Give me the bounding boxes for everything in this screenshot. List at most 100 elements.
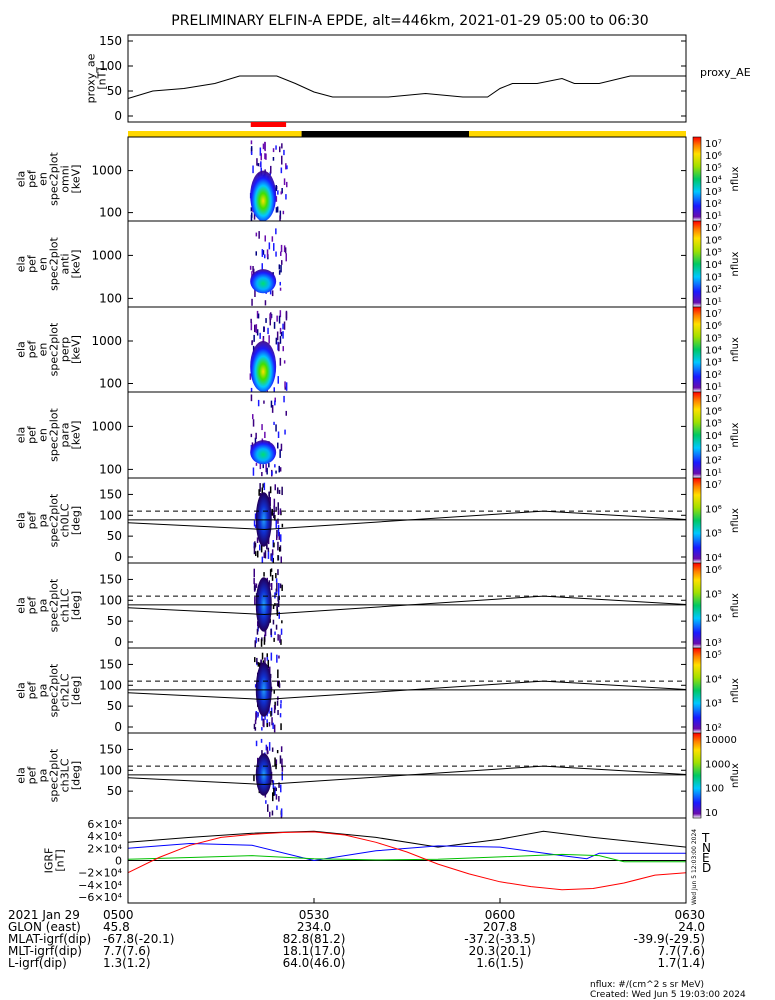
spectrogram-pixel	[271, 810, 274, 816]
y-tick-label: 100	[99, 763, 122, 777]
colorbar	[692, 220, 702, 308]
spectrogram-pixel	[256, 628, 259, 635]
y-tick-label: 50	[107, 784, 122, 798]
spectrogram-pixel	[280, 251, 282, 256]
spectrogram-pixel	[267, 538, 270, 545]
spectrogram-pixel	[277, 431, 280, 438]
colorbar	[692, 732, 702, 819]
spec-omni-panel: 1000100elapefenspec2plotomni[keV]10⁷10⁶1…	[15, 136, 741, 224]
y-tick-label: 100	[99, 678, 122, 692]
spectrogram-pixel	[277, 510, 280, 516]
spectrogram-pixel	[252, 419, 255, 427]
spectrogram-pixel	[285, 410, 287, 416]
spectrogram-pixel	[279, 634, 281, 643]
spectrogram-pixel	[282, 323, 284, 330]
spectrogram-pixel	[280, 443, 283, 451]
igrf-legend-e: E	[702, 851, 710, 865]
colorbar-label: nflux	[730, 166, 741, 191]
spectrogram-enhancement	[250, 341, 277, 392]
spectrogram-pixel	[274, 464, 276, 468]
spectrogram-pixel	[265, 153, 267, 160]
xaxis-row-label: MLAT-igrf(dip)	[8, 932, 91, 946]
spectrogram-pixel	[277, 532, 280, 537]
spectrogram-pixel	[271, 290, 274, 297]
spectrogram-pixel	[266, 656, 269, 661]
spectrogram-pixel	[254, 719, 257, 725]
spectrogram-pixel	[259, 662, 261, 668]
xaxis-row-value: 0600	[485, 908, 516, 922]
spectrogram-pixel	[279, 547, 281, 552]
spectrogram-pixel	[254, 727, 257, 731]
spectrogram-pixel	[257, 550, 259, 558]
xaxis-row-value: 45.8	[103, 920, 130, 934]
spectrogram-pixel	[261, 556, 264, 563]
xaxis-row-value: -67.8(-20.1)	[103, 932, 174, 946]
xaxis-row-value: -37.2(-33.5)	[464, 932, 535, 946]
spectrogram-pixel	[259, 544, 261, 551]
y-tick-label: 50	[107, 84, 122, 98]
spectrogram-pixel	[255, 712, 257, 721]
spectrogram-pixel	[273, 387, 275, 393]
spectrogram-pixel	[268, 742, 271, 751]
spectrogram-pixel	[278, 465, 280, 473]
spectrogram-pixel	[269, 811, 271, 817]
spectrogram-pixel	[271, 236, 274, 242]
panel-ylabel: spec2plot	[48, 408, 61, 462]
spectrogram-pixel	[278, 796, 280, 802]
spectrogram-pixel	[280, 265, 282, 273]
spectrogram-pixel	[257, 638, 260, 642]
panel-ylabel: anti	[59, 253, 72, 274]
panel-ylabel: [keV]	[70, 421, 83, 450]
spectrogram-pixel	[257, 711, 259, 718]
spectrogram-pixel	[264, 657, 266, 665]
spectrogram-pixel	[277, 376, 279, 384]
proxy-ae-panel: 150 100 50 0 proxy_ae[nT] proxy_AE	[85, 34, 751, 123]
y-tick-label: 1000	[91, 164, 122, 178]
spectrogram-pixel	[253, 213, 256, 220]
panel-ylabel: pef	[26, 681, 39, 700]
spectrogram-pixel	[260, 161, 262, 168]
spectrogram-enhancement	[250, 440, 277, 465]
spectrogram-pixel	[273, 498, 276, 507]
spectrogram-pixel	[261, 652, 264, 660]
spectrogram-pixel	[281, 143, 283, 149]
spectrogram-pixel	[284, 247, 287, 254]
spectrogram-pixel	[275, 251, 277, 257]
created-footer: Created: Wed Jun 5 19:03:00 2024	[590, 990, 746, 1000]
spectrogram-pixel	[270, 583, 273, 591]
spectrogram-pixel	[255, 324, 258, 334]
spectrogram-pixel	[251, 298, 253, 306]
y-tick-label: 100	[99, 206, 122, 220]
spectrogram-pixel	[280, 534, 282, 542]
spectrogram-pixel	[261, 487, 263, 496]
anti-loss-cone-line	[127, 510, 687, 531]
spectrogram-pixel	[266, 723, 268, 728]
spectrogram-pixel	[276, 805, 278, 810]
spectrogram-pixel	[275, 787, 277, 792]
spectrogram-pixel	[280, 808, 283, 817]
y-tick-label: −2×10⁴	[78, 867, 122, 880]
colorbar-tick-label: 10³	[705, 187, 722, 198]
spectrogram-pixel	[273, 505, 275, 515]
panel-ylabel: en	[37, 257, 50, 271]
spectrogram-pixel	[275, 228, 277, 235]
spectrogram-pixel	[276, 700, 279, 706]
spectrogram-pixel	[256, 158, 258, 166]
spectrogram-pixel	[281, 758, 283, 768]
spectrogram-pixel	[284, 429, 286, 435]
colorbar-tick-label: 10⁵	[705, 419, 722, 430]
anti-loss-cone-line	[127, 595, 687, 616]
xaxis-row-value: 0530	[299, 908, 330, 922]
igrf-n-line	[127, 842, 686, 862]
spectrogram-pixel	[262, 660, 265, 664]
spectrogram-pixel	[264, 235, 266, 242]
panel-ylabel: pa	[37, 514, 50, 528]
spectrogram-pixel	[286, 165, 288, 170]
colorbar-tick-label: 10⁶	[705, 406, 722, 417]
zone-segment	[128, 131, 302, 137]
spectrogram-pixel	[266, 719, 268, 726]
spectrogram-pixel	[271, 747, 274, 752]
colorbar-label: nflux	[730, 337, 741, 362]
panel-ylabel: en	[37, 428, 50, 442]
